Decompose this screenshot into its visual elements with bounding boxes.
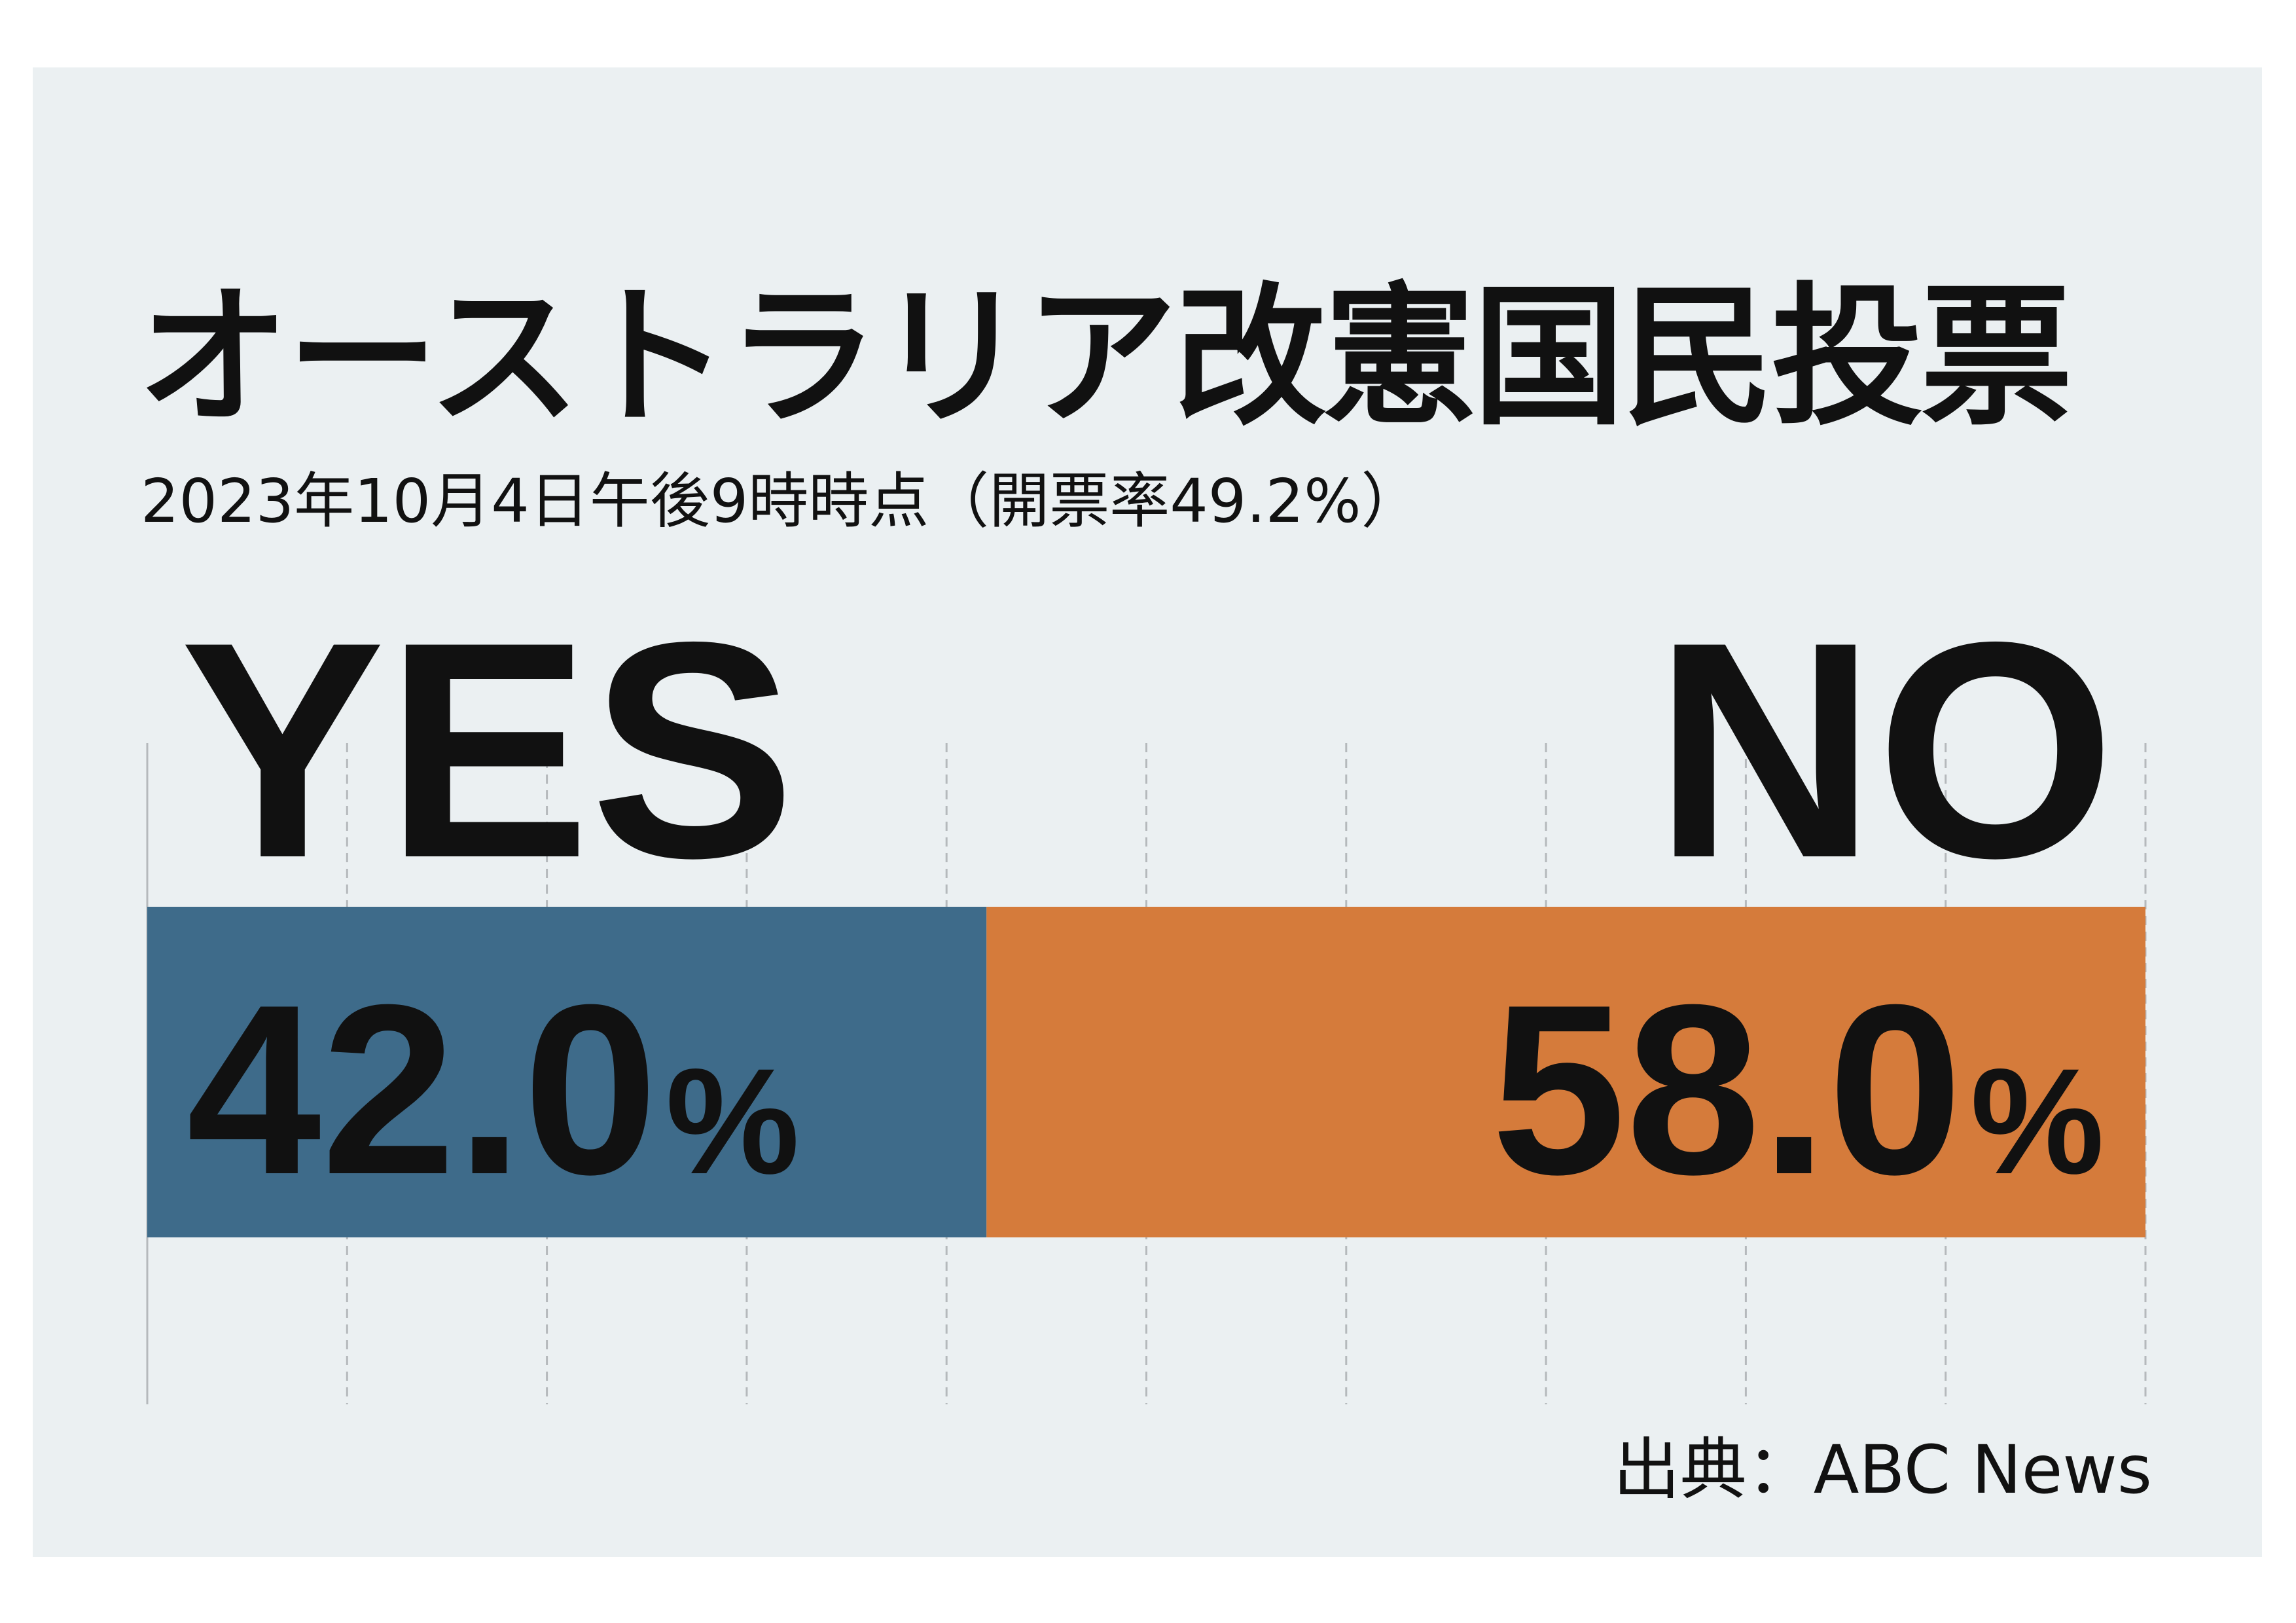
value-label-yes: 42.0% [187, 955, 800, 1225]
category-label-yes: YES [180, 578, 795, 922]
value-unit: % [666, 1037, 800, 1205]
chart-subtitle: 2023年10月4日午後9時時点（開票率49.2%） [141, 466, 1422, 536]
bars [147, 907, 2145, 1237]
category-label-no: NO [1654, 578, 2115, 922]
labels: YES 42.0% NO 58.0% [180, 578, 2115, 1225]
value-label-no: 58.0% [1491, 955, 2104, 1225]
value-number: 42.0 [187, 955, 658, 1225]
bar-yes [147, 907, 987, 1237]
chart-title: オーストラリア改憲国民投票 [137, 269, 2072, 446]
source-note: 出典：ABC News [1613, 1431, 2152, 1509]
value-number: 58.0 [1491, 955, 1962, 1225]
bar-no [986, 907, 2145, 1237]
value-unit: % [1970, 1037, 2104, 1205]
